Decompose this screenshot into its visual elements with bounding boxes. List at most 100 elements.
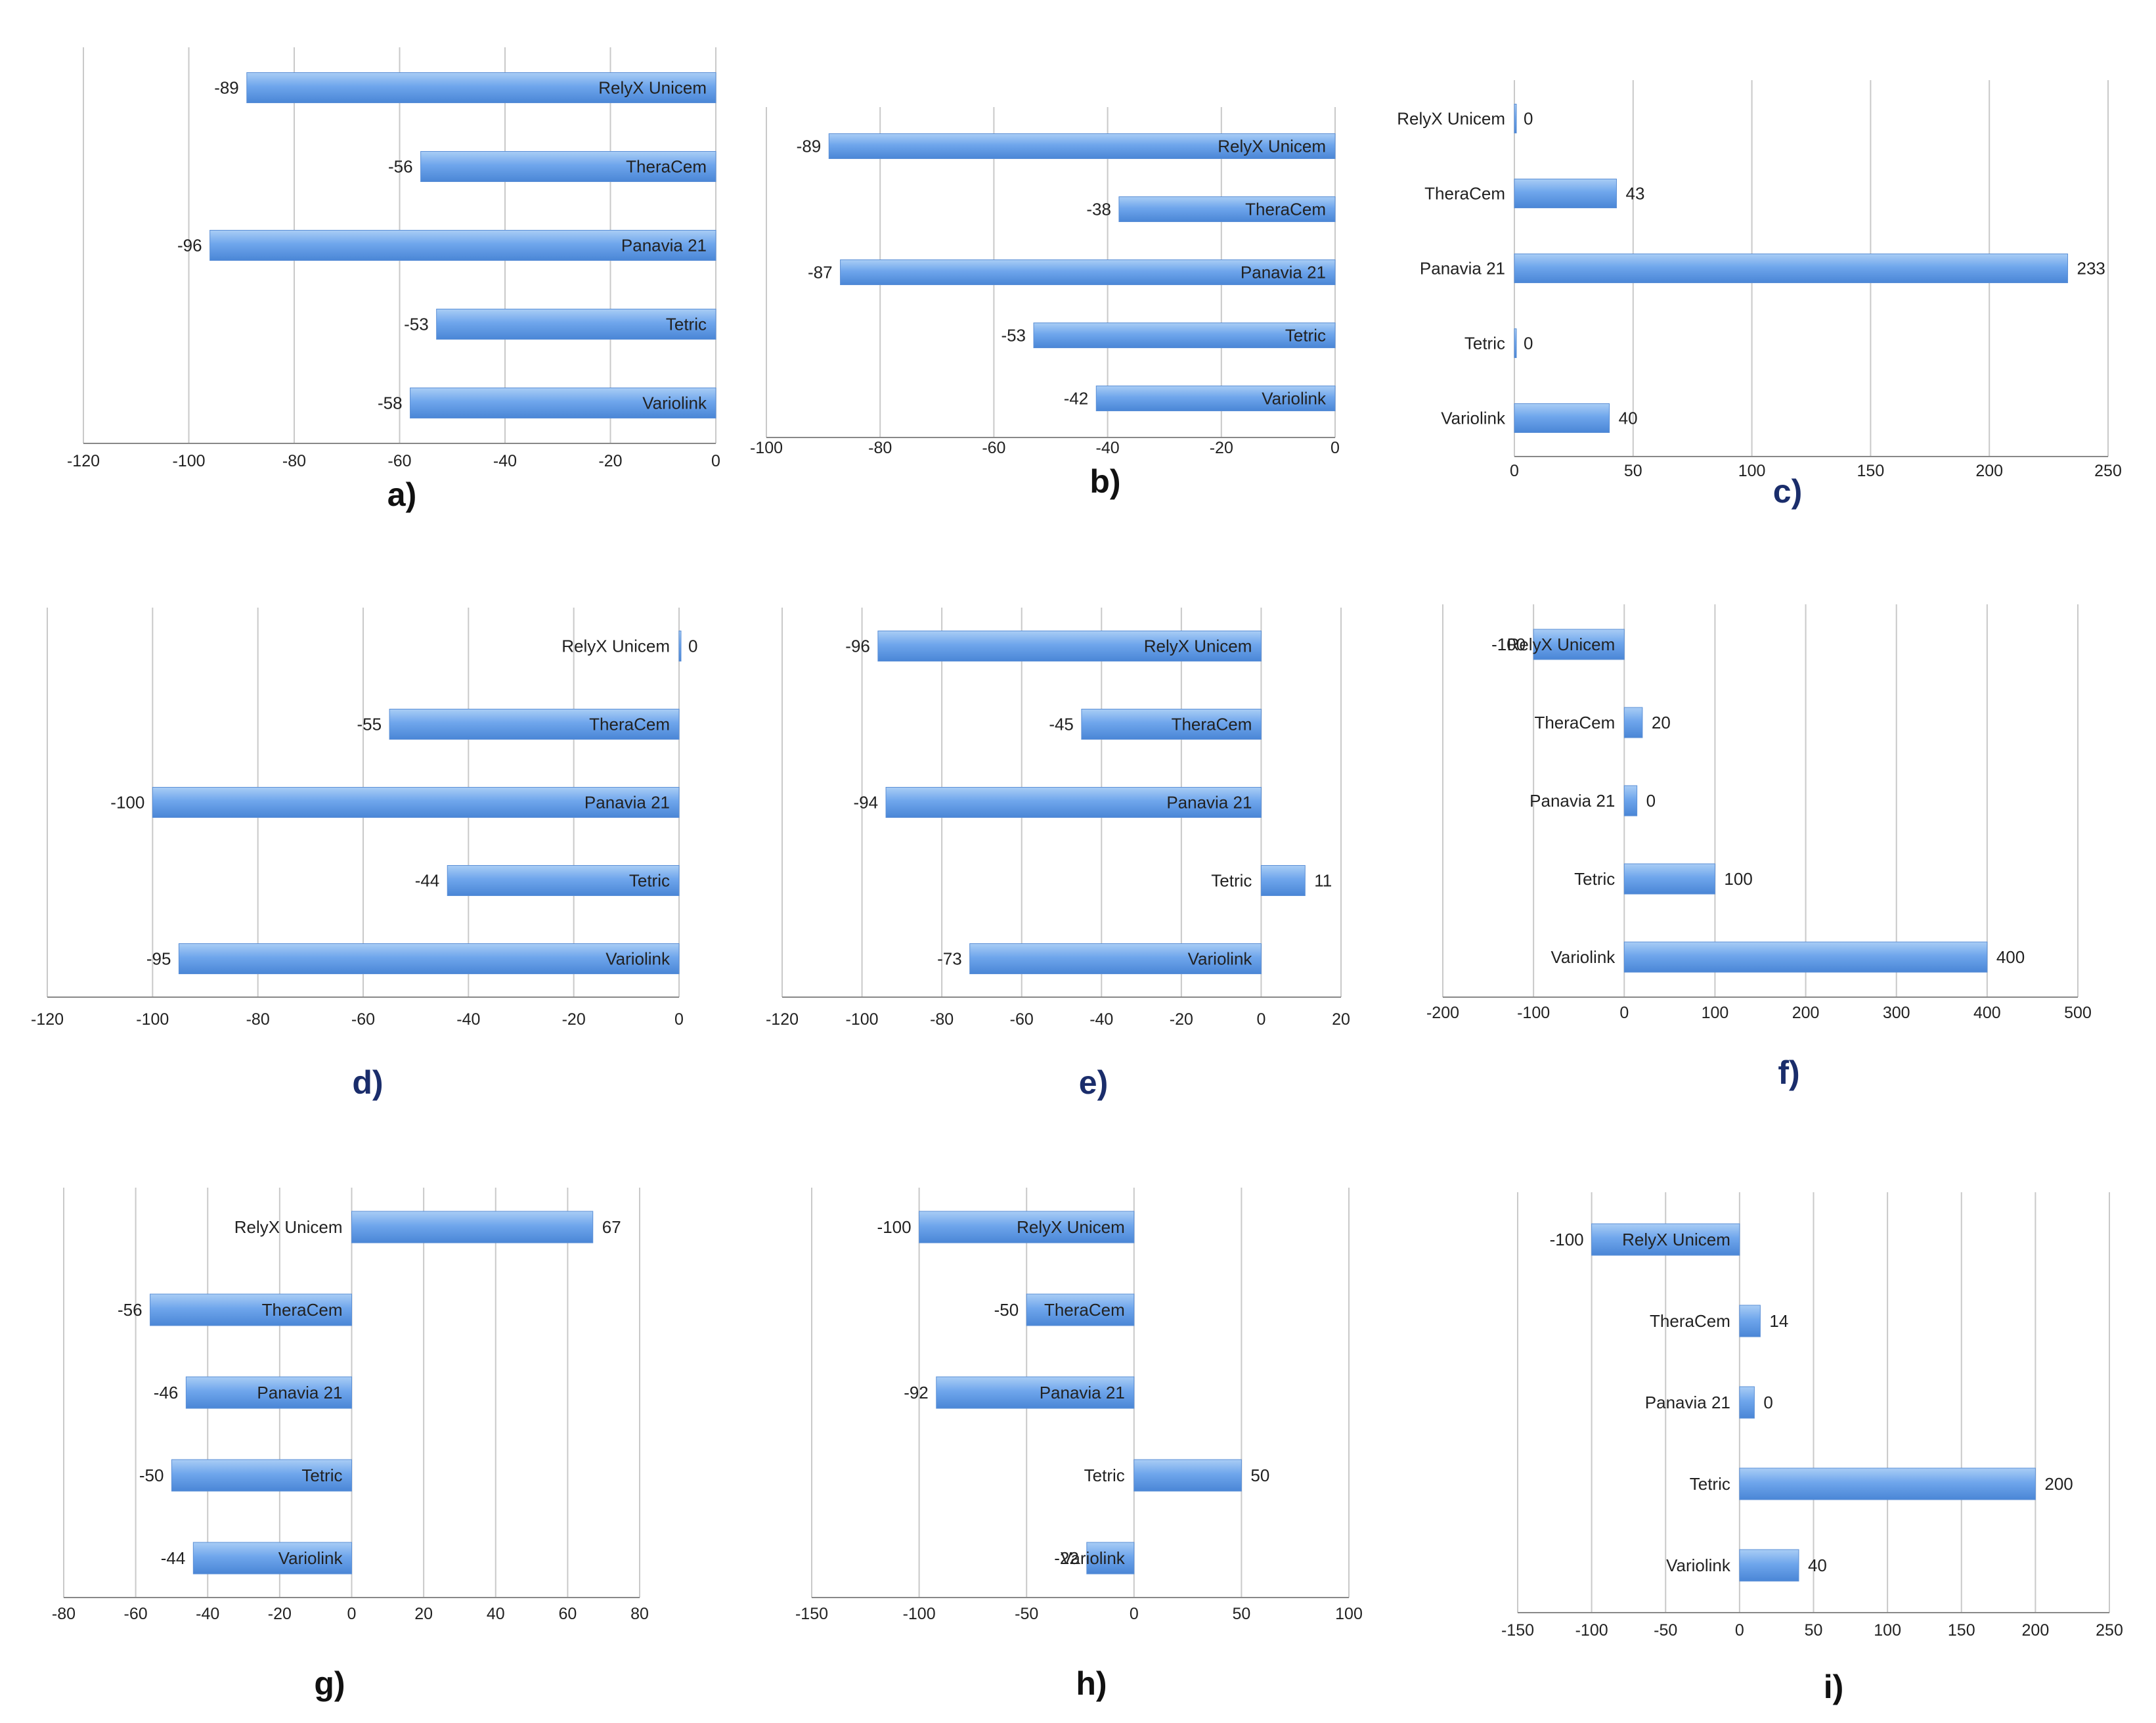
data-label: 14	[1769, 1311, 1788, 1331]
chart-panel-i: -150 -100 -50 0 50 100 150 200 250 RelyX Unicem -1…	[1501, 1192, 2123, 1705]
panel-label: f)	[1778, 1054, 1799, 1091]
x-tick-label: -100	[846, 1010, 879, 1029]
data-label: -53	[1001, 326, 1026, 346]
category-label: Tetric	[1574, 869, 1615, 889]
category-label: Variolink	[642, 393, 707, 413]
bar-variolink	[1623, 941, 1988, 973]
x-tick-label: -80	[52, 1605, 76, 1623]
x-tick-label: 300	[1883, 1004, 1910, 1022]
data-label: 400	[1996, 947, 2025, 967]
x-tick-label: -100	[172, 452, 205, 470]
x-tick-label: -80	[868, 439, 892, 457]
category-label: RelyX Unicem	[234, 1217, 343, 1237]
x-tick-label: 20	[1332, 1010, 1350, 1029]
bar-relyx-unicem	[246, 72, 716, 103]
data-label: -94	[853, 793, 878, 813]
category-label: Panavia 21	[1529, 791, 1615, 811]
category-label: RelyX Unicem	[1622, 1230, 1730, 1249]
x-tick-label: -50	[1654, 1621, 1677, 1640]
category-label: TheraCem	[262, 1300, 343, 1320]
x-tick-label: 20	[414, 1605, 433, 1623]
bar-relyx-unicem	[1514, 104, 1517, 133]
bar-relyx-unicem	[351, 1211, 594, 1243]
x-tick-label: -40	[196, 1605, 219, 1623]
bar-panavia-21	[1514, 254, 2069, 283]
bar-panavia-21	[152, 787, 680, 818]
data-label: 43	[1625, 184, 1644, 204]
bar-variolink	[178, 943, 680, 974]
x-tick-label: -150	[1501, 1621, 1534, 1640]
data-label: -56	[118, 1300, 143, 1320]
category-label: TheraCem	[1044, 1300, 1125, 1320]
bar-panavia-21	[936, 1376, 1135, 1409]
data-label: -92	[904, 1383, 929, 1402]
category-label: Panavia 21	[621, 236, 707, 256]
data-label: -89	[797, 137, 822, 156]
data-label: 0	[688, 637, 697, 656]
category-label: Tetric	[629, 871, 670, 891]
bar-variolink	[969, 943, 1262, 974]
category-label: RelyX Unicem	[1218, 137, 1326, 156]
bar-tetric	[1133, 1459, 1242, 1492]
category-label: Tetric	[1285, 326, 1326, 346]
bar-panavia-21	[185, 1376, 352, 1409]
x-tick-label: -80	[246, 1010, 270, 1029]
bar-variolink	[1095, 386, 1336, 411]
chart-panel-e: -120 -100 -80 -60 -40 -20 0 20 RelyX Unicem -96 Th…	[766, 608, 1350, 1101]
bar-relyx-unicem	[1533, 629, 1625, 660]
x-tick-label: 100	[1335, 1605, 1363, 1623]
bar-theracem	[1081, 709, 1262, 740]
data-label: 0	[1524, 334, 1533, 353]
bar-relyx-unicem	[828, 133, 1336, 159]
data-label: 0	[1763, 1393, 1772, 1412]
x-tick-label: -60	[982, 439, 1005, 457]
chart-panel-h: -150 -100 -50 0 50 100 RelyX Unicem -100 TheraCe…	[795, 1188, 1363, 1702]
x-tick-label: -100	[1575, 1621, 1608, 1640]
bar-relyx-unicem	[1591, 1223, 1740, 1256]
data-label: -50	[994, 1300, 1019, 1320]
data-label: 233	[2077, 259, 2105, 279]
category-label: Tetric	[1690, 1474, 1730, 1494]
x-tick-label: 0	[1735, 1621, 1744, 1640]
category-label: Variolink	[1551, 947, 1616, 967]
bar-panavia-21	[1739, 1386, 1755, 1419]
bar-theracem	[150, 1293, 353, 1326]
bar-theracem	[420, 151, 716, 182]
x-tick-label: -20	[1170, 1010, 1193, 1029]
data-label: -55	[357, 715, 382, 734]
bar-tetric	[1033, 323, 1336, 348]
x-tick-label: -100	[750, 439, 783, 457]
bar-panavia-21	[885, 787, 1262, 818]
category-label: Variolink	[278, 1548, 343, 1568]
category-label: TheraCem	[626, 157, 707, 177]
x-tick-label: -120	[31, 1010, 64, 1029]
chart-panel-g: -80 -60 -40 -20 0 20 40 60 80 RelyX Unicem 67 Thera…	[52, 1188, 649, 1702]
bar-panavia-21	[209, 230, 716, 261]
x-tick-label: 100	[1738, 462, 1766, 480]
category-label: TheraCem	[1650, 1311, 1730, 1331]
category-label: TheraCem	[1424, 184, 1505, 204]
category-label: Panavia 21	[257, 1383, 342, 1402]
bar-theracem	[1739, 1305, 1761, 1337]
data-label: 40	[1619, 409, 1638, 428]
bar-variolink	[1086, 1542, 1135, 1575]
x-tick-label: 40	[487, 1605, 505, 1623]
x-tick-label: -20	[268, 1605, 292, 1623]
bar-panavia-21	[840, 259, 1336, 285]
x-tick-label: 0	[1510, 462, 1519, 480]
chart-panel-a: -120 -100 -80 -60 -40 -20 0 RelyX Unicem -89 Ther…	[67, 47, 720, 513]
panel-label: i)	[1824, 1668, 1844, 1705]
x-tick-label: -200	[1426, 1004, 1459, 1022]
x-tick-label: -60	[351, 1010, 375, 1029]
bar-relyx-unicem	[919, 1211, 1135, 1243]
x-tick-label: 100	[1874, 1621, 1901, 1640]
x-tick-label: 50	[1805, 1621, 1823, 1640]
data-label: 20	[1652, 713, 1671, 732]
chart-panel-d: -120 -100 -80 -60 -40 -20 0 RelyX Unicem 0 TheraC…	[31, 608, 697, 1101]
category-label: Tetric	[1211, 871, 1252, 891]
bar-relyx-unicem	[877, 631, 1262, 661]
x-tick-label: 500	[2064, 1004, 2092, 1022]
x-tick-label: -50	[1015, 1605, 1038, 1623]
